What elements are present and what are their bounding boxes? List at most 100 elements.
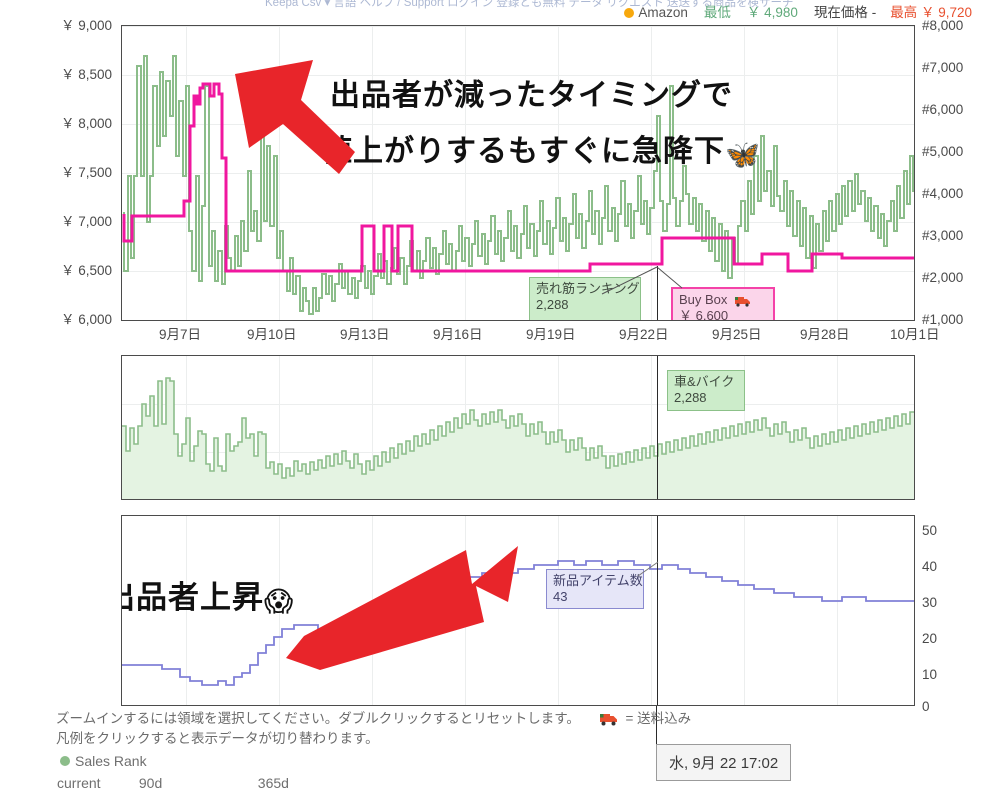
offer-count-tooltip-label: 新品アイテム数 — [553, 573, 643, 588]
category-rank-series — [122, 377, 914, 499]
annotation-offer-rise-text: 出品者上昇 — [122, 580, 264, 615]
gridline-h — [122, 404, 914, 405]
annotation-line-2: 値上がりするもすぐに急降下🦋 — [322, 126, 761, 171]
sales-rank-legend-label[interactable]: Sales Rank — [75, 753, 147, 769]
offer-count-tooltip-value: 43 — [553, 589, 568, 605]
offer-axis-tick: 50 — [922, 523, 938, 538]
gridline-v — [744, 26, 745, 320]
category-rank-plot[interactable]: 車&バイク 2,288 — [122, 356, 914, 499]
gridline-h — [122, 173, 914, 174]
sales-rank-series — [123, 55, 914, 315]
keepa-topbar: Keepa Csv ▾ 言語 ヘルプ / Support ログイン 登録とも無料… — [0, 0, 984, 22]
offer-axis-tick: 0 — [922, 699, 930, 714]
buy-box-price-series — [122, 82, 914, 273]
gridline-v — [651, 516, 652, 705]
rank-axis-tick: #6,000 — [922, 102, 964, 117]
price-axis-tick: ￥ 8,500 — [60, 67, 112, 82]
shipping-truck-icon — [735, 297, 751, 307]
gridline-v — [372, 356, 373, 499]
offer-count-chart-panel[interactable]: 出品者上昇😱 新品アイテム数 43 — [121, 515, 915, 706]
highest-price-value: ￥ 9,720 — [920, 5, 972, 20]
gridline-v — [837, 516, 838, 705]
offer-axis-tick: 40 — [922, 559, 938, 574]
crosshair-line — [657, 516, 658, 705]
gridline-v — [744, 356, 745, 499]
rank-axis-tick: #3,000 — [922, 228, 964, 243]
range-90d[interactable]: 90d — [138, 775, 163, 791]
offer-axis-tick: 30 — [922, 595, 938, 610]
category-rank-tooltip: 車&バイク 2,288 — [667, 370, 745, 411]
buy-box-label-text: Buy Box — [679, 292, 728, 307]
gridline-v — [279, 26, 280, 320]
offer-count-plot[interactable]: 出品者上昇😱 新品アイテム数 43 — [122, 516, 914, 705]
annotation-line-2-text: 値上がりするもすぐに急降下 — [322, 135, 725, 168]
annotation-line-1: 出品者が減ったタイミングで — [330, 79, 733, 112]
price-rank-plot[interactable]: 出品者が減ったタイミングで 値上がりするもすぐに急降下🦋 売れ筋ランキング 2,… — [122, 26, 914, 320]
annotation-offer-rise: 出品者上昇😱 — [122, 572, 294, 618]
date-axis-tick: 9月25日 — [712, 327, 762, 342]
category-rank-chart-panel[interactable]: 車&バイク 2,288 — [121, 355, 915, 500]
gridline-v — [651, 26, 652, 320]
gridline-h — [122, 75, 914, 76]
red-arrow-down-icon — [235, 60, 355, 174]
date-axis-tick: 10月1日 — [890, 327, 940, 342]
gridline-h — [122, 222, 914, 223]
range-365d[interactable]: 365d — [257, 775, 289, 791]
zoom-help-line-1: ズームインするには領域を選択してください。ダブルクリックするとリセットします。 … — [56, 709, 691, 729]
gridline-v — [837, 26, 838, 320]
zoom-help-text: ズームインするには領域を選択してください。ダブルクリックするとリセットします。 — [56, 711, 580, 726]
amazon-label[interactable]: Amazon — [638, 5, 688, 20]
gridline-v — [558, 26, 559, 320]
gridline-v — [279, 516, 280, 705]
legend-help-line-2: 凡例をクリックすると表示データが切り替わります。 — [56, 731, 379, 746]
rank-axis-tick: #5,000 — [922, 144, 964, 159]
crosshair-line — [657, 266, 658, 320]
shipping-truck-icon — [599, 714, 617, 726]
crosshair-line-extension — [656, 706, 657, 748]
rank-axis-tick: #8,000 — [922, 18, 964, 33]
buy-box-tooltip: Buy Box ￥ 6,600 by 3rd Party FBA — [671, 287, 775, 320]
red-arrow-up-icon — [286, 546, 518, 670]
shipping-included-label: = 送料込み — [625, 711, 692, 726]
lowest-price-value: ￥ 4,980 — [746, 5, 798, 20]
gridline-h — [122, 124, 914, 125]
sales-rank-legend-dot-icon — [60, 756, 70, 766]
gridline-h — [122, 26, 914, 27]
gridline-v — [465, 26, 466, 320]
gridline-v — [837, 356, 838, 499]
date-axis-tick: 9月7日 — [159, 327, 202, 342]
gridline-v — [372, 26, 373, 320]
date-axis-tick: 9月16日 — [433, 327, 483, 342]
buy-box-tooltip-price: ￥ 6,600 — [679, 308, 729, 320]
sales-rank-tooltip-value: 2,288 — [536, 297, 569, 313]
crosshair-line — [657, 356, 658, 499]
rank-axis-tick: #1,000 — [922, 312, 964, 327]
range-current[interactable]: current — [57, 775, 101, 791]
category-rank-tooltip-label: 車&バイク — [674, 374, 735, 389]
amazon-dot-icon — [624, 8, 635, 18]
highest-price-label: 最高 — [890, 5, 918, 20]
hover-date-tooltip: 水, 9月 22 17:02 — [656, 744, 792, 781]
date-axis-tick: 9月19日 — [526, 327, 576, 342]
topbar-nav-links[interactable]: Keepa Csv ▾ 言語 ヘルプ / Support ログイン 登録とも無料… — [265, 0, 794, 9]
date-axis-tick: 9月10日 — [247, 327, 297, 342]
offer-axis-tick: 10 — [922, 667, 938, 682]
butterfly-emoji: 🦋 — [725, 139, 761, 170]
gridline-v — [558, 516, 559, 705]
lowest-price-label: 最低 — [703, 5, 731, 20]
tooltip-leader-lines — [601, 266, 683, 295]
range-selector[interactable]: current 90d 365d — [57, 775, 289, 791]
date-axis-tick: 9月13日 — [340, 327, 390, 342]
price-axis-tick: ￥ 8,000 — [60, 116, 112, 131]
sales-rank-legend[interactable]: Sales Rank — [60, 753, 147, 771]
offer-tooltip-leader-line — [637, 561, 659, 577]
offer-count-tooltip: 新品アイテム数 43 — [546, 569, 644, 609]
category-rank-tooltip-value: 2,288 — [674, 390, 707, 406]
price-axis-tick: ￥ 6,000 — [60, 312, 112, 327]
date-axis-tick: 9月22日 — [619, 327, 669, 342]
price-axis-tick: ￥ 7,500 — [60, 165, 112, 180]
gridline-v — [651, 356, 652, 499]
sales-rank-tooltip-label: 売れ筋ランキング — [536, 281, 640, 296]
rank-axis-tick: #4,000 — [922, 186, 964, 201]
price-rank-chart-panel[interactable]: 出品者が減ったタイミングで 値上がりするもすぐに急降下🦋 売れ筋ランキング 2,… — [121, 25, 915, 321]
